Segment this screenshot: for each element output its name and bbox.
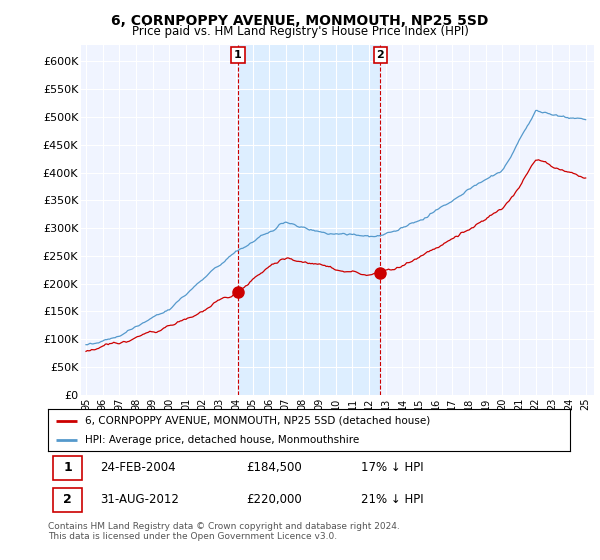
Text: 2: 2	[63, 493, 72, 506]
Text: 6, CORNPOPPY AVENUE, MONMOUTH, NP25 5SD (detached house): 6, CORNPOPPY AVENUE, MONMOUTH, NP25 5SD …	[85, 416, 430, 426]
Text: 17% ↓ HPI: 17% ↓ HPI	[361, 461, 424, 474]
Text: HPI: Average price, detached house, Monmouthshire: HPI: Average price, detached house, Monm…	[85, 435, 359, 445]
Text: Contains HM Land Registry data © Crown copyright and database right 2024.
This d: Contains HM Land Registry data © Crown c…	[48, 522, 400, 542]
Text: 1: 1	[234, 50, 242, 60]
Text: Price paid vs. HM Land Registry's House Price Index (HPI): Price paid vs. HM Land Registry's House …	[131, 25, 469, 38]
FancyBboxPatch shape	[53, 488, 82, 512]
Text: 31-AUG-2012: 31-AUG-2012	[100, 493, 179, 506]
Text: 24-FEB-2004: 24-FEB-2004	[100, 461, 176, 474]
Text: £184,500: £184,500	[247, 461, 302, 474]
Text: 1: 1	[63, 461, 72, 474]
Text: £220,000: £220,000	[247, 493, 302, 506]
FancyBboxPatch shape	[53, 455, 82, 480]
Text: 21% ↓ HPI: 21% ↓ HPI	[361, 493, 424, 506]
Text: 2: 2	[376, 50, 384, 60]
Text: 6, CORNPOPPY AVENUE, MONMOUTH, NP25 5SD: 6, CORNPOPPY AVENUE, MONMOUTH, NP25 5SD	[112, 14, 488, 28]
